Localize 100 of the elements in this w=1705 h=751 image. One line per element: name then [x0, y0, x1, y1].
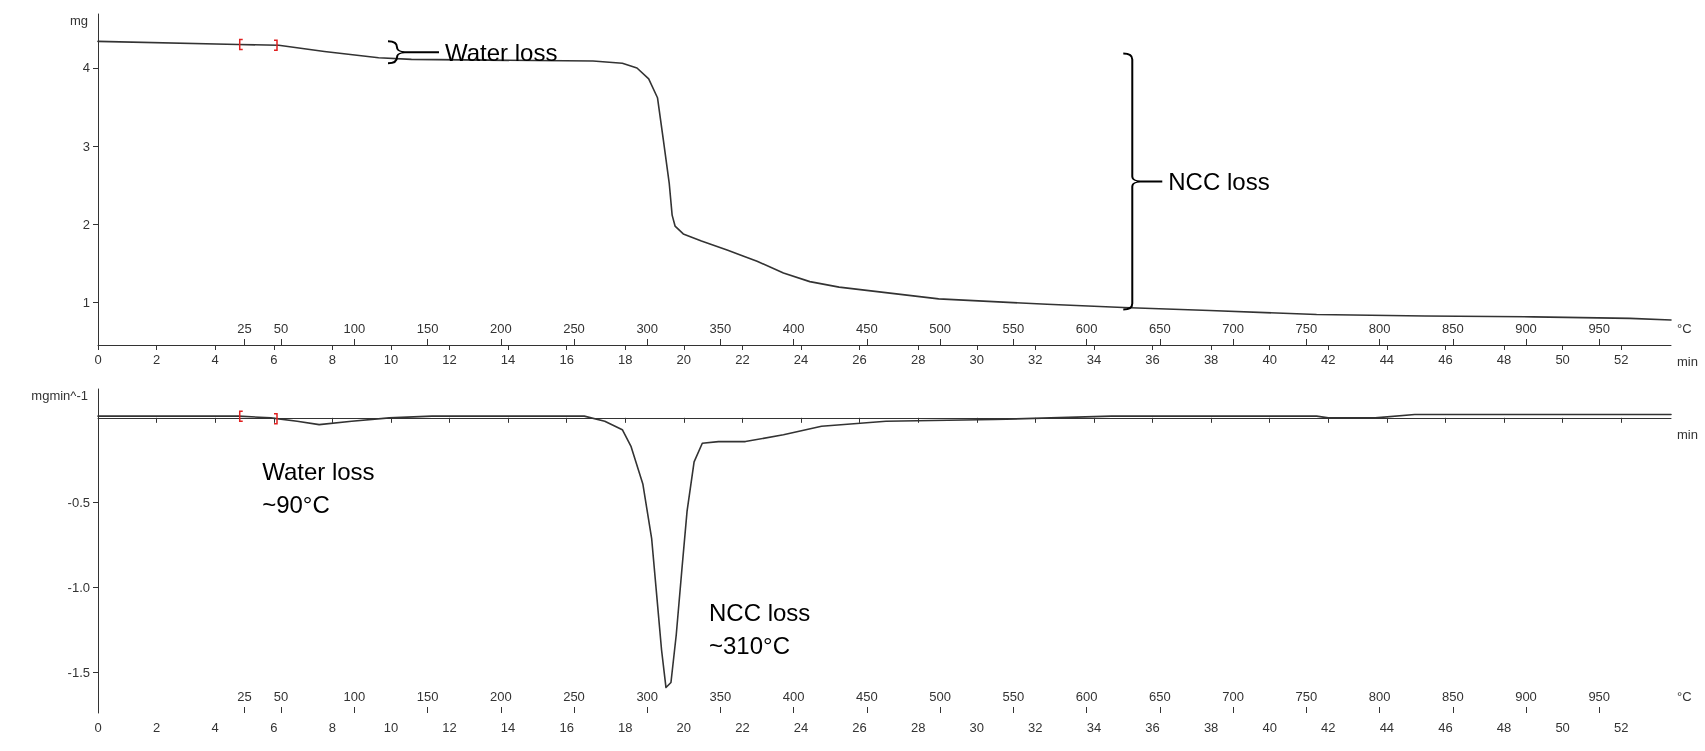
x2-tick-label: 900	[1515, 689, 1537, 704]
x2-tick-label: 750	[1295, 689, 1318, 704]
x2-tick-label: 700	[1222, 689, 1244, 704]
x-axis-title: min	[1677, 426, 1698, 442]
x-tick-label: 40	[1262, 720, 1277, 735]
x-tick-label: 52	[1613, 352, 1629, 367]
x-tick-label: 18	[618, 352, 633, 367]
annotation: NCC loss ~310°C	[708, 599, 811, 659]
x2-tick-label: 200	[489, 321, 512, 336]
x-tick-label: 8	[328, 720, 336, 735]
x-tick-label: 34	[1086, 720, 1102, 735]
x-tick-label: 2	[152, 352, 161, 367]
annotation: Water loss	[444, 38, 558, 66]
x-tick-label: 42	[1321, 352, 1336, 367]
y-tick-label: -1.0	[67, 579, 90, 595]
x2-tick-label: 950	[1588, 321, 1611, 336]
x-tick-label: 6	[270, 720, 278, 735]
x2-tick-label: 600	[1075, 689, 1098, 704]
x2-axis-title: °C	[1677, 321, 1692, 336]
y-tick-label: -0.5	[67, 495, 90, 511]
x-tick-label: 30	[969, 352, 985, 367]
y-tick-label: 1	[82, 295, 90, 311]
x-tick-label: 32	[1028, 352, 1043, 367]
y-tick-label: 4	[82, 60, 90, 76]
x2-tick-label: 150	[416, 321, 439, 336]
x-tick-label: 30	[969, 720, 985, 735]
x-tick-label: 2	[152, 720, 161, 735]
x2-tick-label: 25	[237, 689, 252, 704]
x2-tick-label: 50	[273, 689, 289, 704]
x-tick-label: 32	[1028, 720, 1043, 735]
x-tick-label: 12	[442, 352, 457, 367]
x-tick-label: 44	[1379, 720, 1395, 735]
x-tick-label: 42	[1321, 720, 1336, 735]
x2-tick-label: 100	[343, 321, 366, 336]
x-tick-label: 48	[1496, 352, 1512, 367]
x-tick-label: 52	[1613, 720, 1629, 735]
x2-tick-label: 650	[1149, 689, 1171, 704]
x2-axis-title: °C	[1677, 689, 1692, 704]
y-tick-label: 2	[82, 216, 90, 232]
x-tick-label: 46	[1438, 352, 1453, 367]
x2-tick-label: 700	[1222, 321, 1244, 336]
x2-tick-label: 300	[636, 321, 659, 336]
x2-tick-label: 400	[782, 689, 805, 704]
x2-tick-label: 100	[343, 689, 366, 704]
x-tick-label: 44	[1379, 352, 1395, 367]
x2-tick-label: 400	[782, 321, 805, 336]
x2-tick-label: 25	[237, 321, 252, 336]
x2-tick-label: 550	[1002, 689, 1025, 704]
x2-tick-label: 950	[1588, 689, 1611, 704]
y-tick-label: -1.5	[67, 664, 90, 680]
x-tick-label: 36	[1145, 720, 1160, 735]
x2-tick-label: 550	[1002, 321, 1025, 336]
x-tick-label: 38	[1203, 720, 1219, 735]
x-tick-label: 48	[1496, 720, 1512, 735]
x-tick-label: 18	[618, 720, 633, 735]
x-tick-label: 50	[1555, 352, 1570, 367]
x-tick-label: 46	[1438, 720, 1453, 735]
x-tick-label: 26	[852, 720, 867, 735]
x2-tick-label: 800	[1368, 689, 1391, 704]
x2-tick-label: 650	[1149, 321, 1171, 336]
x-axis-title: min	[1677, 354, 1698, 369]
x-tick-label: 16	[559, 352, 574, 367]
annotation: NCC loss	[1168, 167, 1270, 195]
x2-tick-label: 500	[929, 689, 952, 704]
x2-tick-label: 500	[929, 321, 952, 336]
x-tick-label: 28	[910, 352, 926, 367]
x2-tick-label: 750	[1295, 321, 1318, 336]
x2-tick-label: 600	[1075, 321, 1098, 336]
annotation: Water loss ~90°C	[262, 458, 375, 518]
x-tick-label: 10	[383, 720, 399, 735]
x-tick-label: 4	[211, 720, 219, 735]
x-tick-label: 26	[852, 352, 867, 367]
x-tick-label: 38	[1203, 352, 1219, 367]
x-tick-label: 14	[500, 720, 516, 735]
x2-tick-label: 250	[563, 689, 585, 704]
x-tick-label: 4	[211, 352, 219, 367]
x2-tick-label: 200	[489, 689, 512, 704]
x2-tick-label: 50	[273, 321, 289, 336]
x-tick-label: 40	[1262, 352, 1277, 367]
x2-tick-label: 450	[856, 689, 878, 704]
x2-tick-label: 850	[1441, 689, 1464, 704]
y-axis-title: mg	[69, 13, 88, 28]
x2-tick-label: 900	[1515, 321, 1537, 336]
x2-tick-label: 300	[636, 689, 659, 704]
x-tick-label: 12	[442, 720, 457, 735]
x2-tick-label: 800	[1368, 321, 1391, 336]
y-axis-title: mgmin^-1	[31, 388, 88, 403]
x-tick-label: 8	[328, 352, 336, 367]
x-tick-label: 6	[270, 352, 278, 367]
x2-tick-label: 350	[709, 321, 732, 336]
x-tick-label: 36	[1145, 352, 1160, 367]
x-tick-label: 22	[735, 352, 750, 367]
x2-tick-label: 350	[709, 689, 732, 704]
x-tick-label: 34	[1086, 352, 1102, 367]
x-tick-label: 0	[94, 720, 102, 735]
x-tick-label: 24	[793, 352, 809, 367]
x2-tick-label: 850	[1441, 321, 1464, 336]
x-tick-label: 50	[1555, 720, 1570, 735]
x2-tick-label: 250	[563, 321, 585, 336]
x2-tick-label: 150	[416, 689, 439, 704]
